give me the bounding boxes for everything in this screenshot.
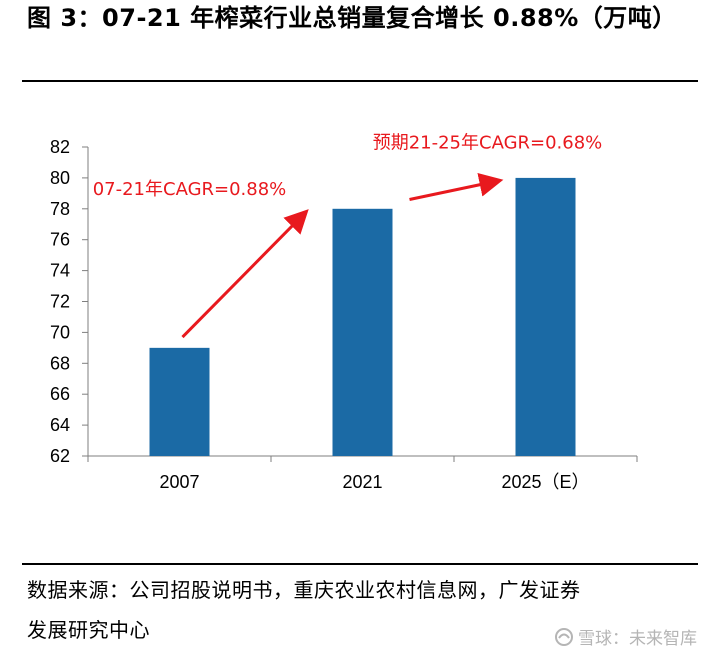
source-line-1: 数据来源：公司招股说明书，重庆农业农村信息网，广发证券 — [27, 578, 581, 602]
y-tick-label: 76 — [50, 230, 70, 250]
bar-chart: 62 64 66 68 70 72 74 76 78 80 82 2007 2021 2025（E） 0… — [50, 133, 638, 492]
source-line-2: 发展研究中心 — [27, 618, 150, 642]
annotations: 07-21年CAGR=0.88% 预期21-25年CAGR=0.68% — [93, 133, 603, 339]
cagr-label-2021-2025: 预期21-25年CAGR=0.68% — [373, 133, 603, 154]
y-tick-label: 82 — [50, 137, 70, 157]
chart-title: 图 3：07-21 年榨菜行业总销量复合增长 0.88%（万吨） — [27, 4, 677, 32]
bottom-divider — [22, 563, 698, 565]
watermark: 雪球：未来智库 — [554, 624, 697, 649]
y-axis: 62 64 66 68 70 72 74 76 78 80 82 — [50, 137, 89, 466]
bar-2007 — [149, 347, 210, 456]
x-axis: 2007 2021 2025（E） — [87, 455, 638, 492]
top-divider — [22, 80, 698, 82]
snowball-logo-icon — [555, 627, 573, 646]
y-tick-label: 72 — [50, 292, 70, 312]
y-tick-label: 80 — [50, 168, 70, 188]
y-tick-label: 68 — [50, 353, 70, 373]
cagr-arrow-2007-2021 — [181, 209, 309, 339]
y-tick-label: 64 — [50, 415, 70, 435]
x-tick-label: 2025（E） — [501, 472, 589, 492]
y-tick-label: 66 — [50, 384, 70, 404]
x-tick-label: 2007 — [159, 472, 199, 492]
y-tick-label: 74 — [50, 261, 70, 281]
y-tick-label: 78 — [50, 199, 70, 219]
bars — [149, 177, 576, 456]
x-tick-label: 2021 — [342, 472, 382, 492]
cagr-arrow-2021-2025 — [409, 172, 504, 201]
y-tick-label: 70 — [50, 322, 70, 342]
y-tick-label: 62 — [50, 446, 70, 466]
watermark-text: 雪球：未来智库 — [578, 629, 697, 649]
bar-2021 — [332, 208, 393, 456]
cagr-label-2007-2021: 07-21年CAGR=0.88% — [93, 179, 287, 200]
source-note: 数据来源：公司招股说明书，重庆农业农村信息网，广发证券 发展研究中心 — [27, 570, 687, 650]
bar-2025E — [515, 177, 576, 456]
